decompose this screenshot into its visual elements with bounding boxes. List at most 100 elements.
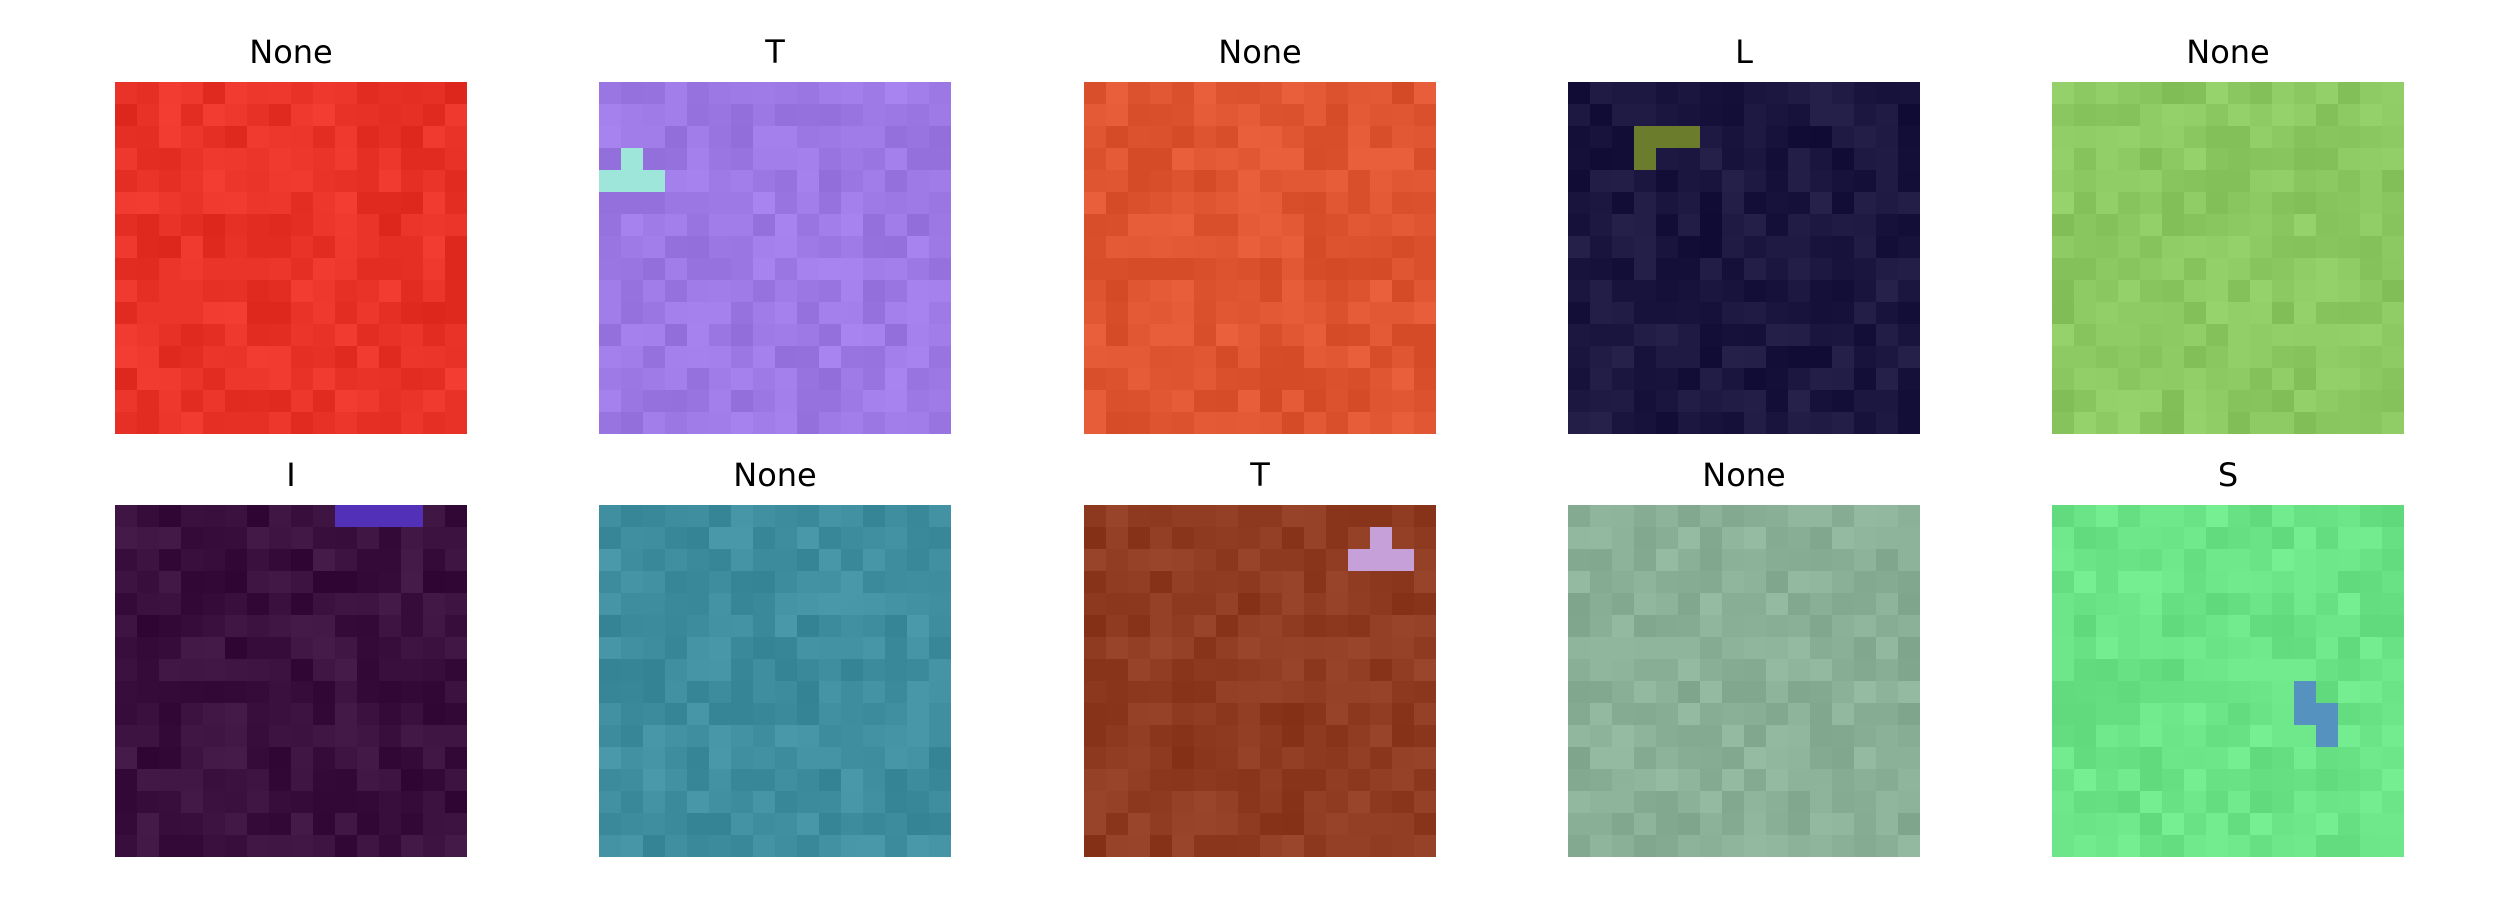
panel-image — [1084, 505, 1436, 857]
noise-cell — [1260, 82, 1283, 105]
noise-cell — [885, 725, 908, 748]
noise-cell — [1282, 412, 1305, 434]
noise-cell — [665, 236, 688, 259]
noise-cell — [2272, 791, 2295, 814]
noise-cell — [1810, 703, 1833, 726]
noise-cell — [313, 170, 336, 193]
noise-cell — [1282, 681, 1305, 704]
noise-cell — [1854, 615, 1877, 638]
noise-cell — [753, 324, 776, 347]
noise-cell — [2118, 258, 2141, 281]
noise-cell — [1810, 725, 1833, 748]
noise-cell — [291, 324, 314, 347]
noise-cell — [753, 549, 776, 572]
noise-cell — [1084, 368, 1107, 391]
noise-cell — [2250, 703, 2273, 726]
noise-cell — [621, 280, 644, 303]
noise-cell — [379, 346, 402, 369]
noise-cell — [1744, 104, 1767, 127]
panel-image — [1568, 82, 1920, 434]
noise-cell — [863, 571, 886, 594]
noise-cell — [621, 659, 644, 682]
noise-cell — [225, 549, 248, 572]
noise-cell — [1282, 615, 1305, 638]
noise-cell — [907, 505, 930, 528]
noise-cell — [775, 725, 798, 748]
noise-cell — [423, 571, 446, 594]
noise-cell — [753, 368, 776, 391]
noise-cell — [1612, 527, 1635, 550]
noise-cell — [2118, 390, 2141, 413]
noise-cell — [2140, 192, 2163, 215]
noise-cell — [2360, 368, 2383, 391]
noise-cell — [159, 390, 182, 413]
noise-cell — [1854, 813, 1877, 836]
noise-cell — [1392, 571, 1415, 594]
noise-cell — [401, 549, 424, 572]
noise-cell — [621, 82, 644, 105]
noise-cell — [203, 615, 226, 638]
noise-cell — [335, 593, 358, 616]
noise-cell — [709, 412, 732, 434]
noise-cell — [445, 346, 467, 369]
noise-cell — [1260, 659, 1283, 682]
noise-cell — [731, 615, 754, 638]
noise-cell — [1634, 703, 1657, 726]
noise-cell — [1326, 368, 1349, 391]
noise-cell — [423, 324, 446, 347]
noise-cell — [665, 747, 688, 770]
noise-cell — [1216, 148, 1239, 171]
noise-cell — [335, 791, 358, 814]
noise-cell — [907, 170, 930, 193]
noise-cell — [401, 258, 424, 281]
noise-cell — [1898, 593, 1920, 616]
noise-cell — [2338, 769, 2361, 792]
noise-cell — [1282, 505, 1305, 528]
noise-cell — [2382, 126, 2404, 149]
noise-cell — [159, 368, 182, 391]
noise-cell — [357, 368, 380, 391]
noise-cell — [819, 82, 842, 105]
noise-cell — [643, 412, 666, 434]
noise-cell — [2272, 390, 2295, 413]
noise-cell — [1810, 835, 1833, 857]
noise-cell — [819, 192, 842, 215]
noise-cell — [1678, 813, 1701, 836]
noise-cell — [929, 302, 951, 325]
noise-cell — [2250, 505, 2273, 528]
noise-cell — [1876, 505, 1899, 528]
noise-cell — [775, 835, 798, 857]
noise-cell — [687, 368, 710, 391]
noise-cell — [2140, 258, 2163, 281]
noise-cell — [1150, 725, 1173, 748]
noise-cell — [1326, 126, 1349, 149]
noise-cell — [643, 126, 666, 149]
noise-cell — [1744, 192, 1767, 215]
noise-cell — [1150, 302, 1173, 325]
noise-cell — [2382, 148, 2404, 171]
noise-cell — [2294, 82, 2317, 105]
noise-cell — [621, 302, 644, 325]
noise-cell — [1678, 593, 1701, 616]
noise-cell — [2272, 813, 2295, 836]
noise-cell — [709, 549, 732, 572]
noise-cell — [1172, 813, 1195, 836]
noise-cell — [313, 835, 336, 857]
noise-cell — [863, 703, 886, 726]
noise-cell — [1876, 593, 1899, 616]
noise-cell — [2360, 214, 2383, 237]
noise-cell — [775, 412, 798, 434]
noise-cell — [2338, 104, 2361, 127]
noise-cell — [1128, 549, 1151, 572]
noise-cell — [1216, 725, 1239, 748]
noise-cell — [203, 505, 226, 528]
noise-cell — [357, 527, 380, 550]
noise-cell — [2338, 747, 2361, 770]
noise-cell — [1304, 593, 1327, 616]
noise-cell — [1766, 571, 1789, 594]
noise-cell — [687, 835, 710, 857]
noise-cell — [1612, 390, 1635, 413]
noise-cell — [2338, 813, 2361, 836]
noise-cell — [907, 835, 930, 857]
noise-cell — [2228, 368, 2251, 391]
